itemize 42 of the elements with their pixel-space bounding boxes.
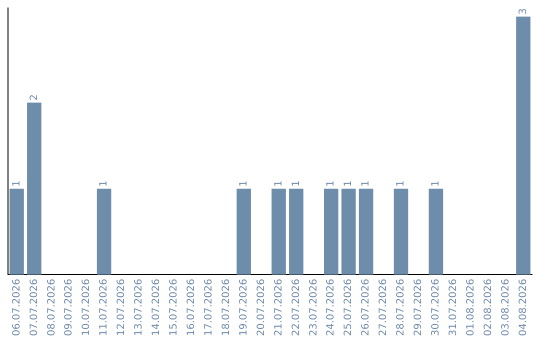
x-tick-label: 13.07.2026 bbox=[134, 278, 145, 336]
x-tick-label: 10.07.2026 bbox=[81, 278, 92, 336]
data-label: 1 bbox=[290, 180, 302, 187]
x-tick-label: 01.08.2026 bbox=[465, 278, 476, 336]
x-tick-label: 08.07.2026 bbox=[46, 278, 58, 336]
x-tick-label: 24.07.2026 bbox=[326, 278, 337, 336]
x-tick-label: 22.07.2026 bbox=[290, 278, 302, 336]
x-tick-label: 31.07.2026 bbox=[448, 278, 459, 336]
x-tick-label: 25.07.2026 bbox=[343, 278, 354, 336]
x-tick-label: 07.07.2026 bbox=[28, 278, 40, 336]
x-tick-label: 11.07.2026 bbox=[98, 278, 110, 336]
x-tick-label: 17.07.2026 bbox=[203, 278, 214, 336]
x-tick-label: 30.07.2026 bbox=[430, 278, 442, 336]
x-tick-label: 20.07.2026 bbox=[256, 278, 267, 336]
x-tick-label: 02.08.2026 bbox=[482, 278, 494, 336]
x-tick-label: 28.07.2026 bbox=[396, 278, 407, 336]
data-label: 1 bbox=[238, 180, 250, 187]
x-tick-label: 16.07.2026 bbox=[186, 278, 197, 336]
x-tick-label: 26.07.2026 bbox=[360, 278, 372, 336]
data-label: 1 bbox=[396, 180, 407, 187]
x-tick-label: 14.07.2026 bbox=[151, 278, 162, 336]
data-label: 1 bbox=[98, 180, 110, 187]
x-tick-label: 21.07.2026 bbox=[273, 278, 284, 336]
x-tick-label: 03.08.2026 bbox=[500, 278, 512, 336]
data-label: 1 bbox=[343, 180, 354, 187]
data-label: 1 bbox=[430, 180, 442, 187]
x-tick-label: 29.07.2026 bbox=[413, 278, 424, 336]
data-label: 1 bbox=[273, 180, 284, 187]
x-tick-label: 09.07.2026 bbox=[64, 278, 75, 336]
x-tick-label: 12.07.2026 bbox=[116, 278, 128, 336]
x-tick-label: 23.07.2026 bbox=[308, 278, 320, 336]
data-label: 2 bbox=[28, 94, 40, 101]
x-tick-label: 18.07.2026 bbox=[220, 278, 232, 336]
x-tick-label: 06.07.2026 bbox=[11, 278, 22, 336]
data-label: 1 bbox=[326, 180, 337, 187]
x-tick-label: 04.08.2026 bbox=[518, 278, 529, 336]
data-label: 3 bbox=[518, 8, 529, 15]
data-label: 1 bbox=[360, 180, 372, 187]
x-tick-label: 27.07.2026 bbox=[378, 278, 390, 336]
data-label: 1 bbox=[11, 180, 22, 187]
x-tick-label: 15.07.2026 bbox=[168, 278, 180, 336]
x-tick-label: 19.07.2026 bbox=[238, 278, 250, 336]
